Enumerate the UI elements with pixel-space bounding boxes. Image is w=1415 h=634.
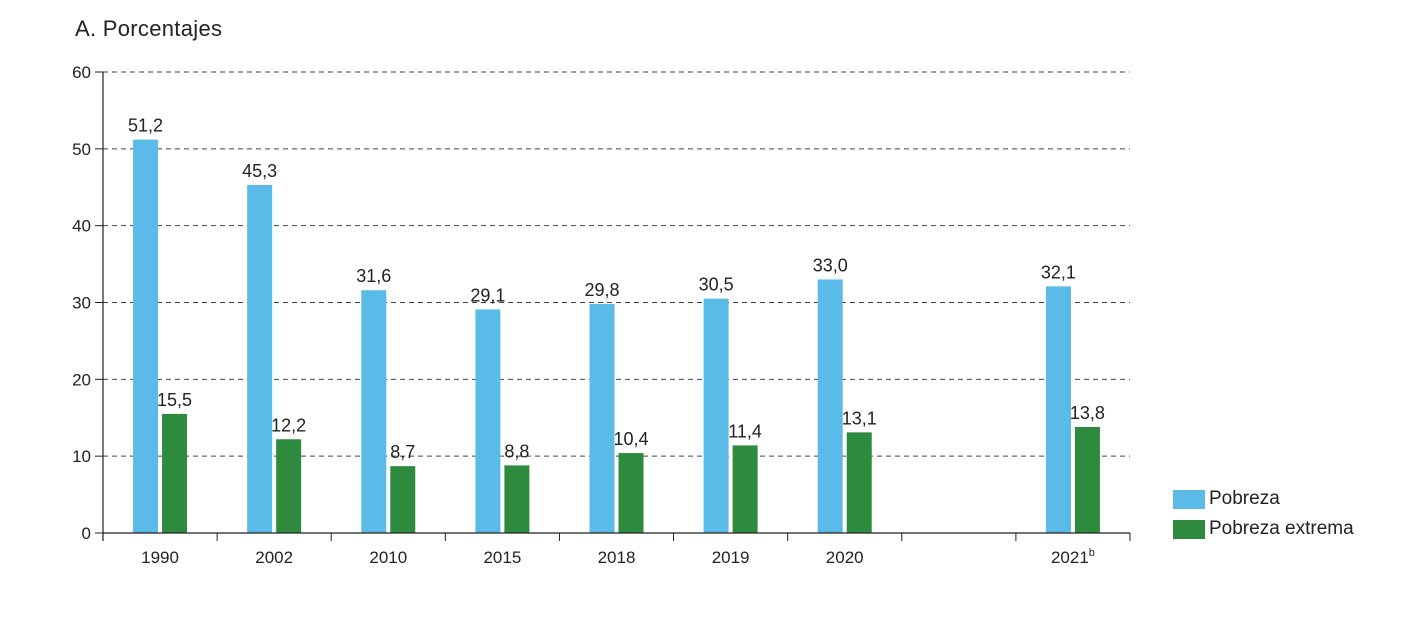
legend-item-pobreza: Pobreza [1173, 484, 1354, 514]
data-label: 11,4 [728, 421, 762, 441]
bar-pobreza [475, 309, 501, 533]
data-label: 8,8 [504, 441, 529, 461]
data-label: 10,4 [613, 429, 648, 449]
bar-pobreza [133, 139, 159, 533]
data-label: 12,2 [271, 415, 306, 435]
bar-pobreza [361, 290, 387, 533]
legend-item-pobreza-extrema: Pobreza extrema [1173, 514, 1354, 544]
x-tick-label: 2015 [483, 548, 521, 567]
data-label: 31,6 [356, 266, 391, 286]
data-label: 13,8 [1070, 403, 1105, 423]
y-tick-label: 20 [72, 370, 91, 389]
data-label: 32,1 [1041, 262, 1076, 282]
x-tick-label: 2018 [598, 548, 636, 567]
bar-pobreza [1045, 286, 1071, 533]
x-tick-label: 2010 [369, 548, 407, 567]
bar-pobreza-extrema [504, 465, 530, 533]
bar-pobreza-extrema [390, 466, 416, 533]
y-tick-label: 40 [72, 217, 91, 236]
grid-lines [103, 71, 1130, 457]
bar-pobreza-extrema [276, 439, 302, 533]
bar-pobreza-extrema [732, 445, 758, 533]
x-tick-label: 1990 [141, 548, 179, 567]
y-tick-label: 60 [72, 63, 91, 82]
legend-label-pobreza: Pobreza [1209, 488, 1280, 509]
y-tick-label: 50 [72, 140, 91, 159]
bar-pobreza-extrema [1074, 426, 1100, 533]
axes [95, 71, 1131, 541]
x-tick-label: 2020 [826, 548, 864, 567]
bar-pobreza [247, 184, 273, 533]
bar-pobreza-extrema [618, 453, 644, 533]
legend-swatch-pobreza [1173, 489, 1205, 509]
x-tick-label: 2019 [712, 548, 750, 567]
bar-pobreza [589, 304, 615, 533]
legend: Pobreza Pobreza extrema [1173, 484, 1354, 544]
data-label: 51,2 [128, 116, 163, 136]
data-label: 33,0 [813, 255, 848, 275]
x-tick-superscript: b [1089, 547, 1095, 559]
bar-pobreza [703, 298, 729, 533]
bars [133, 139, 1100, 533]
legend-label-pobreza-extrema: Pobreza extrema [1209, 518, 1354, 539]
y-tick-label: 10 [72, 447, 91, 466]
data-label: 29,8 [584, 280, 619, 300]
data-label: 8,7 [390, 442, 415, 462]
bar-pobreza [817, 279, 843, 533]
data-label: 30,5 [699, 275, 734, 295]
x-tick-label: 2021b [1051, 547, 1095, 567]
legend-swatch-pobreza-extrema [1173, 519, 1205, 539]
x-tick-label: 2002 [255, 548, 293, 567]
bar-pobreza-extrema [162, 413, 188, 533]
data-label: 29,1 [470, 285, 505, 305]
bar-pobreza-extrema [846, 432, 872, 533]
data-label: 45,3 [242, 161, 277, 181]
labels: 0 10 20 30 40 50 60 51,2 15,5 1990 45,3 12,2 2002 31,… [72, 63, 1105, 567]
data-label: 15,5 [157, 390, 192, 410]
chart-title: A. Porcentajes [75, 16, 223, 41]
y-tick-label: 30 [72, 294, 91, 313]
y-tick-label: 0 [82, 524, 91, 543]
data-label: 13,1 [842, 408, 877, 428]
